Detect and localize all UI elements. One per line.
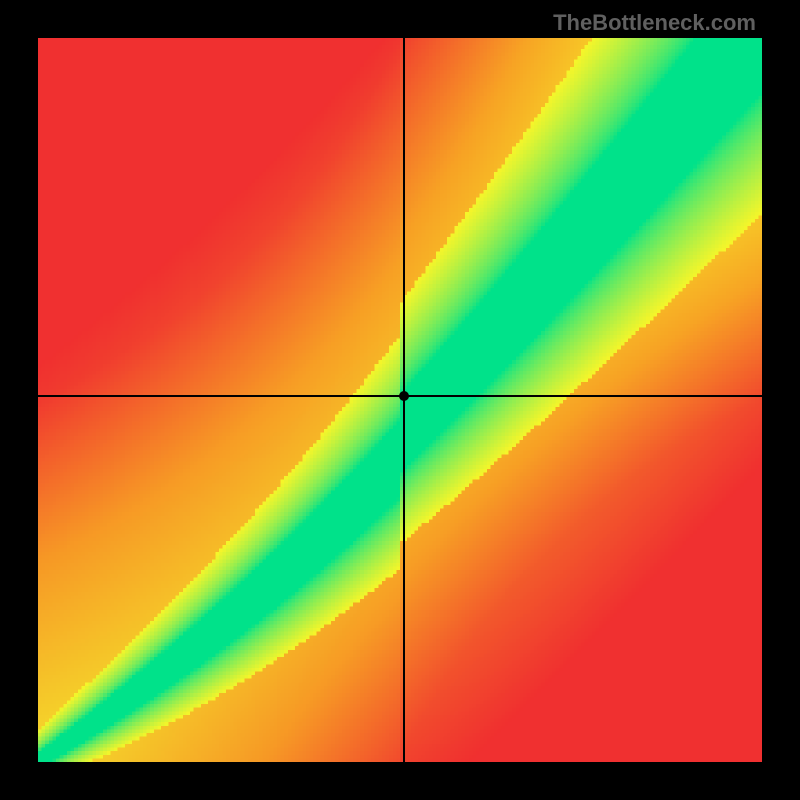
chart-container: TheBottleneck.com — [0, 0, 800, 800]
watermark-text: TheBottleneck.com — [553, 10, 756, 36]
crosshair-marker-dot — [399, 391, 409, 401]
